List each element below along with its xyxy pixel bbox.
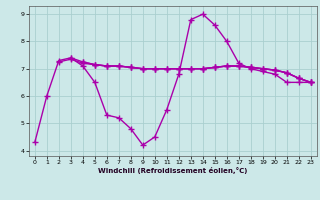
- X-axis label: Windchill (Refroidissement éolien,°C): Windchill (Refroidissement éolien,°C): [98, 167, 247, 174]
